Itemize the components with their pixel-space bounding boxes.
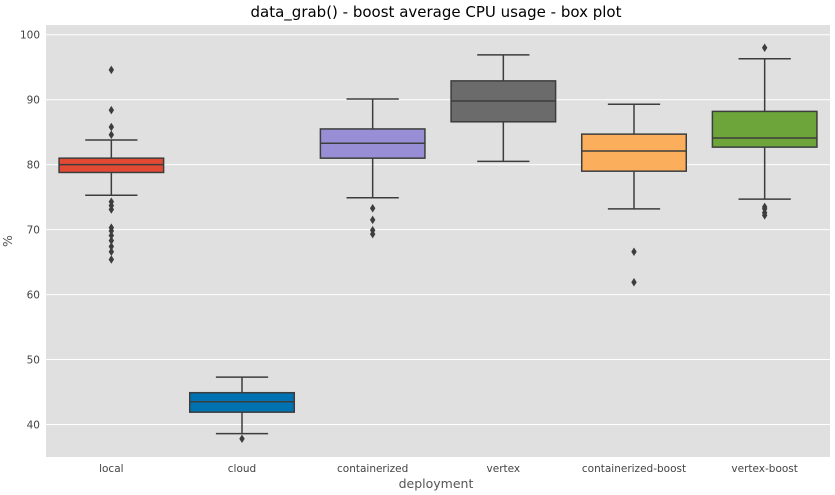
y-tick-labels: 40 50 60 70 80 90 100 xyxy=(20,30,40,432)
box-group-vertex-boost xyxy=(711,43,818,220)
outlier-point xyxy=(631,247,637,256)
x-tick-label: containerized-boost xyxy=(582,463,686,475)
y-tick-label: 70 xyxy=(27,225,40,237)
y-tick-label: 80 xyxy=(27,160,40,172)
chart-title: data_grab() - boost average CPU usage - … xyxy=(251,3,622,22)
x-tick-label: vertex-boost xyxy=(731,463,798,475)
x-tick-label: local xyxy=(99,463,123,475)
y-tick-label: 50 xyxy=(27,355,40,367)
outlier-point xyxy=(369,226,376,235)
x-axis-label: deployment xyxy=(399,476,474,491)
boxes xyxy=(58,43,818,444)
box-group-containerized xyxy=(319,98,426,239)
box xyxy=(711,110,818,148)
x-tick-label: cloud xyxy=(228,463,256,475)
box xyxy=(580,133,688,172)
y-tick-label: 60 xyxy=(27,290,40,302)
x-tick-labels: local cloud containerized vertex containeriz… xyxy=(99,463,798,475)
outlier-point xyxy=(108,247,115,256)
outlier-point xyxy=(761,43,768,52)
outlier-point xyxy=(239,434,245,444)
outlier-point xyxy=(108,231,115,240)
box-group-local xyxy=(58,65,165,264)
outlier-point xyxy=(108,236,115,245)
outlier-point xyxy=(108,242,115,251)
x-tick-label: containerized xyxy=(337,463,408,475)
box-group-containerized-boost xyxy=(580,103,688,287)
y-tick-label: 100 xyxy=(20,30,40,42)
y-axis-label: % xyxy=(0,235,15,247)
outlier-point xyxy=(108,122,115,132)
outlier-point xyxy=(761,202,768,212)
outlier-point xyxy=(108,197,115,206)
outlier-point xyxy=(108,255,115,264)
outlier-point xyxy=(108,223,115,232)
outlier-point xyxy=(108,65,115,75)
outlier-point xyxy=(108,105,115,115)
outlier-point xyxy=(631,278,637,287)
y-tick-label: 90 xyxy=(27,95,40,107)
box-group-cloud xyxy=(188,376,296,444)
x-tick-label: vertex xyxy=(487,463,521,475)
grid-lines xyxy=(46,34,830,426)
outlier-point xyxy=(108,130,115,140)
outlier-point xyxy=(369,203,376,213)
outlier-point xyxy=(369,215,376,225)
box-group-vertex xyxy=(450,54,557,163)
plot-background xyxy=(46,25,830,457)
y-tick-label: 40 xyxy=(27,420,40,432)
